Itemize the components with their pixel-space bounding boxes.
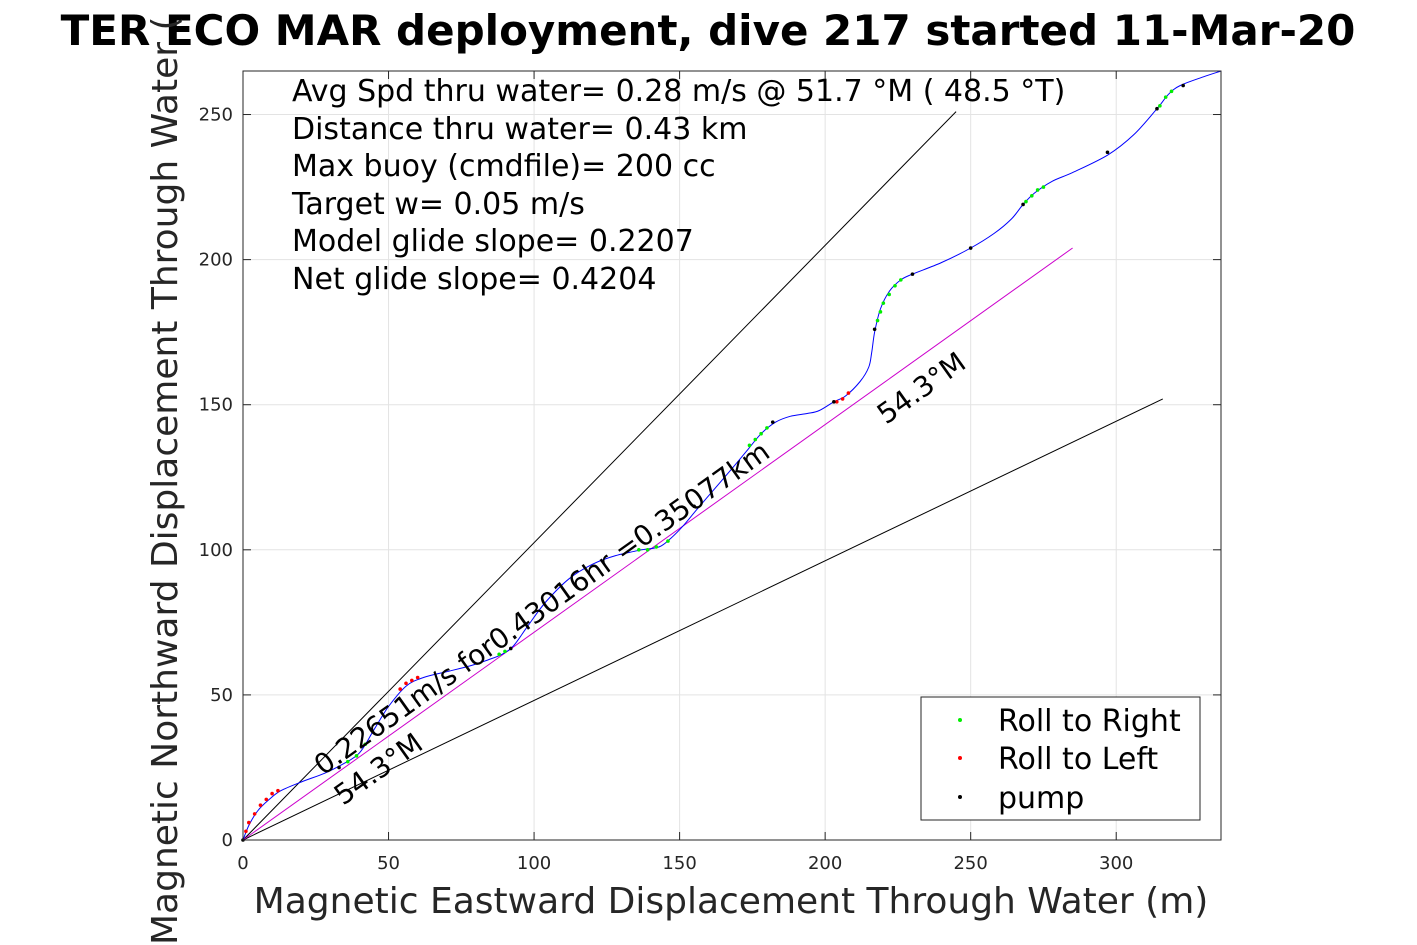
marker-pump <box>770 420 775 424</box>
legend-label-pump: pump <box>998 781 1084 816</box>
x-tick-label: 50 <box>377 853 400 874</box>
reference-line-heading <box>242 247 1073 841</box>
marker-roll-to-right <box>345 759 350 764</box>
x-tick-label: 200 <box>808 853 842 874</box>
y-tick-label: 250 <box>199 105 233 126</box>
reference-lines <box>242 111 1164 841</box>
marker-roll-to-right <box>637 548 641 552</box>
marker-roll-to-left <box>258 803 263 807</box>
axis-ticks: 0 50 100 150 200 250 300 0 50 100 150 200 250 <box>199 71 1221 874</box>
marker-roll-to-left <box>410 678 414 683</box>
y-tick-label: 0 <box>222 830 233 851</box>
marker-roll-to-right <box>363 742 368 747</box>
marker-roll-to-right <box>881 301 886 305</box>
marker-roll-to-right <box>747 443 752 448</box>
y-tick-label: 50 <box>210 685 233 706</box>
marker-roll-to-right <box>666 539 670 543</box>
stat-model-glide: Model glide slope= 0.2207 <box>292 224 694 259</box>
marker-roll-to-right <box>1169 89 1174 94</box>
marker-roll-to-left <box>247 820 251 825</box>
y-tick-label: 200 <box>199 250 233 271</box>
marker-roll-to-right <box>759 431 763 436</box>
stat-target-w: Target w= 0.05 m/s <box>291 187 585 222</box>
legend-label-roll-left: Roll to Left <box>998 742 1158 777</box>
marker-pump <box>1105 150 1110 155</box>
marker-roll-to-left <box>846 391 851 395</box>
marker-pump <box>872 327 877 332</box>
marker-roll-to-right <box>1030 193 1034 198</box>
legend-box <box>920 696 1201 821</box>
marker-roll-to-right <box>497 652 501 657</box>
roll-pump-markers <box>241 83 1185 842</box>
legend-marker-pump <box>958 795 962 799</box>
marker-roll-to-right <box>1024 199 1028 204</box>
stat-max-buoy: Max buoy (cmdfile)= 200 cc <box>292 149 716 184</box>
reference-line-upper-cone <box>242 111 957 841</box>
marker-pump <box>337 765 341 770</box>
marker-pump <box>1021 202 1025 207</box>
stat-avg-speed: Avg Spd thru water= 0.28 m/s @ 51.7 °M (… <box>292 74 1065 109</box>
x-tick-label: 0 <box>237 853 248 874</box>
x-axis-label: Magnetic Eastward Displacement Through W… <box>254 881 1209 922</box>
y-axis-label: Magnetic Northward Displacement Through … <box>145 16 186 945</box>
marker-pump <box>508 646 513 651</box>
marker-roll-to-left <box>834 400 839 404</box>
stat-distance: Distance thru water= 0.43 km <box>292 112 747 147</box>
marker-roll-to-left <box>244 829 248 834</box>
marker-roll-to-left <box>840 397 845 401</box>
plot-frame <box>242 70 1222 841</box>
marker-roll-to-right <box>753 437 758 442</box>
legend: Roll to Right Roll to Left pump <box>920 696 1201 821</box>
marker-roll-to-right <box>887 292 891 297</box>
marker-roll-to-right <box>1163 95 1168 99</box>
marker-roll-to-right <box>899 278 903 282</box>
marker-roll-to-right <box>878 310 883 314</box>
y-tick-label: 150 <box>199 395 233 416</box>
marker-roll-to-left <box>398 687 402 691</box>
marker-roll-to-right <box>893 283 897 288</box>
marker-roll-to-right <box>1041 185 1046 189</box>
marker-pump <box>1181 83 1185 88</box>
stat-net-glide: Net glide slope= 0.4204 <box>292 262 656 297</box>
marker-roll-to-right <box>645 548 650 552</box>
marker-roll-to-right <box>654 545 659 549</box>
chart-title: TER ECO MAR deployment, dive 217 started… <box>61 6 1356 55</box>
marker-roll-to-left <box>276 788 280 793</box>
reference-line-lower-cone <box>242 398 1164 841</box>
x-tick-label: 250 <box>953 853 987 874</box>
marker-roll-to-right <box>354 754 359 758</box>
x-tick-label: 100 <box>517 853 551 874</box>
marker-roll-to-right <box>1035 188 1040 192</box>
marker-pump <box>968 246 973 250</box>
marker-pump <box>1155 106 1159 111</box>
marker-roll-to-left <box>264 797 269 802</box>
legend-marker-roll-left <box>958 756 962 760</box>
marker-pump <box>910 272 915 276</box>
marker-roll-to-right <box>1158 104 1162 108</box>
marker-roll-to-left <box>404 681 408 686</box>
x-tick-label: 150 <box>662 853 696 874</box>
marker-roll-to-left <box>252 812 257 816</box>
marker-roll-to-right <box>503 649 507 654</box>
marker-pump <box>692 504 696 509</box>
x-tick-label: 300 <box>1099 853 1133 874</box>
legend-marker-roll-right <box>958 718 962 722</box>
marker-roll-to-right <box>875 318 880 323</box>
legend-label-roll-right: Roll to Right <box>998 704 1181 739</box>
marker-roll-to-left <box>415 675 420 680</box>
marker-pump <box>832 400 836 404</box>
marker-roll-to-right <box>765 426 769 430</box>
y-tick-label: 100 <box>199 540 233 561</box>
marker-roll-to-left <box>270 791 274 796</box>
